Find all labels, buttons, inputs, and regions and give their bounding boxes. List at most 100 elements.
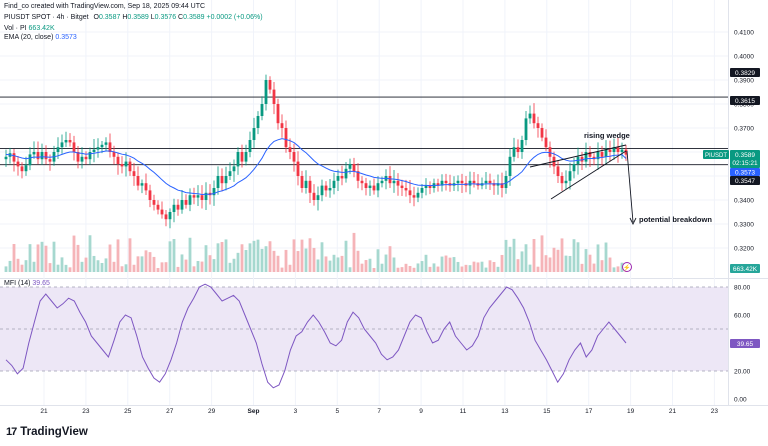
volume-bar	[136, 256, 140, 272]
candle-body	[48, 159, 52, 162]
volume-bar	[384, 254, 388, 272]
mfi-tag-bg	[730, 339, 760, 348]
candle-body	[504, 176, 508, 188]
time-tick-label: 27	[166, 408, 174, 415]
volume-bar	[512, 238, 516, 272]
volume-bar	[284, 249, 288, 272]
dividend-event-icon[interactable]	[622, 262, 632, 272]
tradingview-logo-icon: 17	[6, 426, 17, 438]
volume-bar	[492, 261, 496, 272]
volume-bar	[436, 266, 440, 272]
volume-bar	[272, 250, 276, 272]
volume-bar	[476, 262, 480, 272]
symbol-legend[interactable]: PIUSDT SPOT · 4h · Bitget O0.3587 H0.358…	[4, 14, 263, 21]
candle-body	[124, 161, 128, 167]
volume-bar	[56, 264, 60, 272]
volume-bar	[576, 242, 580, 272]
candle-body	[4, 156, 8, 160]
volume-bar	[288, 264, 292, 272]
volume-bar	[20, 264, 24, 272]
level-tag-r1-text: 0.3829	[735, 70, 755, 77]
volume-bar	[368, 258, 372, 272]
candle-body	[184, 200, 188, 205]
volume-bar	[548, 257, 552, 272]
level-tag-r1: 0.3829	[730, 68, 760, 77]
time-axis-labels: 21 23 25 27 29 Sep 3 5 7 9 11 13 15 17 19 21 23	[40, 408, 718, 415]
volume-bar	[372, 267, 376, 272]
mfi-tick-label: 0.00	[734, 397, 747, 404]
candle-body	[400, 185, 404, 188]
mfi-legend-value: 39.65	[32, 280, 50, 287]
candle-body	[292, 152, 296, 162]
mfi-tick-label: 60.00	[734, 313, 751, 320]
volume-tag: 663.42K	[730, 264, 760, 273]
volume-bar	[168, 241, 172, 272]
candle-body	[488, 180, 492, 184]
candle-body	[612, 147, 616, 152]
candle-body	[572, 164, 576, 172]
candle-body	[72, 142, 76, 152]
price-tick-label: 0.3700	[734, 126, 754, 133]
candle-body	[280, 123, 284, 128]
candle-body	[316, 195, 320, 200]
candle-body	[148, 190, 152, 200]
candle-body	[368, 185, 372, 188]
candle-body	[32, 152, 36, 155]
ema-legend[interactable]: EMA (20, close) 0.3573	[4, 34, 77, 41]
volume-bar	[88, 235, 92, 272]
volume-bar	[28, 244, 32, 272]
candle-body	[544, 137, 548, 148]
mfi-legend[interactable]: MFI (14) 39.65	[4, 280, 50, 287]
candle-body	[336, 176, 340, 181]
volume-bar	[300, 239, 304, 272]
volume-bar	[232, 258, 236, 272]
candle-body	[168, 212, 172, 220]
candle-body	[428, 185, 432, 188]
volume-bar	[244, 249, 248, 272]
volume-bar	[292, 239, 296, 272]
ema-legend-value: 0.3573	[55, 34, 77, 41]
rising-wedge-label: rising wedge	[584, 131, 630, 140]
candle-body	[24, 165, 28, 172]
time-tick-label: 19	[627, 408, 635, 415]
candle-body	[240, 152, 244, 162]
wedge-upper-line	[529, 144, 627, 168]
volume-bar	[616, 266, 620, 272]
volume-bar	[44, 245, 48, 272]
mfi-tick-label: 80.00	[734, 285, 751, 292]
time-tick-label: 3	[294, 408, 298, 415]
volume-bar	[312, 247, 316, 272]
volume-bar	[396, 267, 400, 272]
volume-bar	[444, 255, 448, 272]
candle-body	[248, 140, 252, 152]
volume-bar	[240, 244, 244, 272]
candle-body	[444, 180, 448, 184]
candle-body	[460, 180, 464, 184]
volume-bar	[60, 257, 64, 272]
candle-body	[220, 176, 224, 184]
volume-bar	[116, 239, 120, 272]
candle-body	[144, 183, 148, 191]
candle-body	[132, 171, 136, 176]
volume-bar	[304, 248, 308, 272]
candle-body	[284, 128, 288, 148]
volume-bar	[12, 243, 16, 272]
candle-body	[56, 147, 60, 152]
tradingview-logo[interactable]: 17 TradingView	[6, 426, 88, 438]
candle-body	[416, 192, 420, 198]
level-tag-s1-text: 0.3547	[735, 178, 755, 185]
volume-bar	[544, 255, 548, 272]
candle-body	[40, 152, 44, 160]
candle-body	[372, 185, 376, 191]
candle-body	[244, 152, 248, 162]
volume-legend[interactable]: Vol · PI 663.42K	[4, 25, 55, 32]
candle-body	[288, 147, 292, 152]
candle-body	[108, 142, 112, 152]
volume-bar	[592, 263, 596, 272]
candle-body	[556, 166, 560, 176]
candle-body	[348, 164, 352, 169]
candle-body	[36, 152, 40, 160]
volume-bar	[144, 250, 148, 272]
candle-body	[568, 171, 572, 181]
candle-body	[596, 152, 600, 160]
